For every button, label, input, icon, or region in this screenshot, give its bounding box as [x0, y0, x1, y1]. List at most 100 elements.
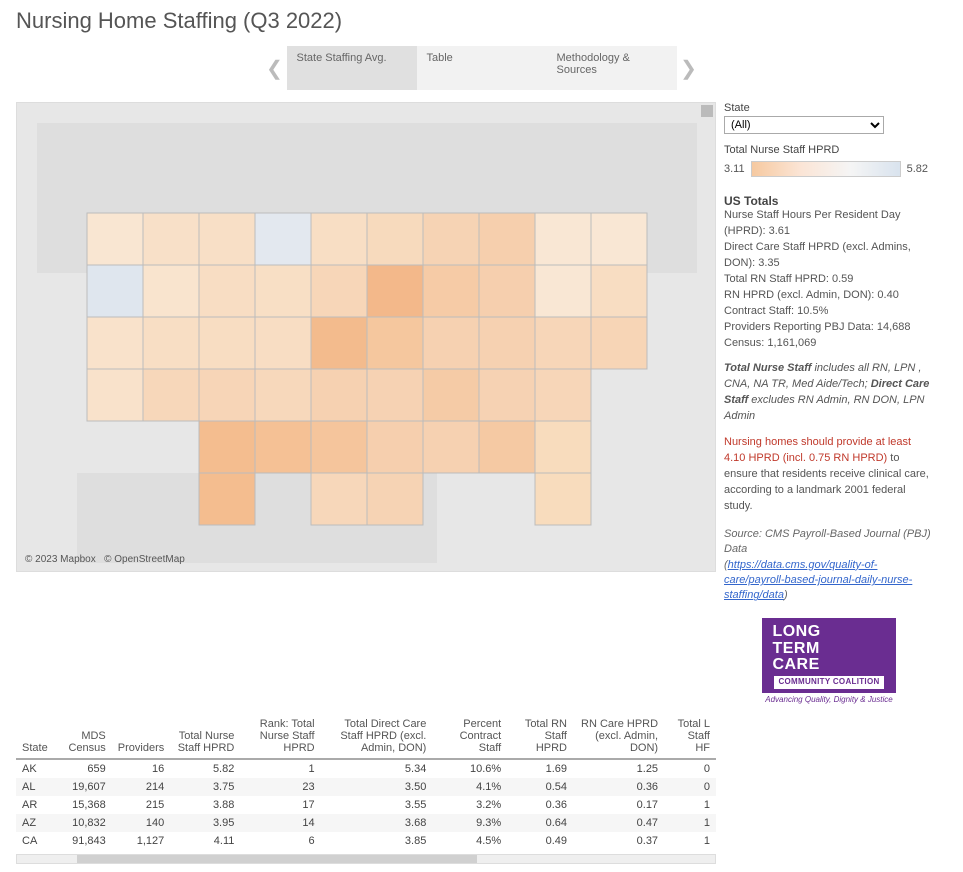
table-cell: 15,368 [54, 796, 112, 814]
logo-line1: LONG [772, 624, 885, 641]
table-row[interactable]: AL19,6072143.75233.504.1%0.540.360 [16, 778, 716, 796]
state-table-wrap: StateMDS CensusProvidersTotal Nurse Staf… [16, 714, 716, 864]
tab-state-staffing-avg[interactable]: State Staffing Avg. [287, 46, 417, 90]
page-title: Nursing Home Staffing (Q3 2022) [16, 8, 947, 34]
tabs: State Staffing Avg. Table Methodology & … [287, 46, 677, 90]
table-row[interactable]: AK659165.8215.3410.6%1.691.250 [16, 759, 716, 778]
us-totals-lines: Nurse Staff Hours Per Resident Day (HPRD… [724, 208, 934, 351]
table-body: AK659165.8215.3410.6%1.691.250AL19,60721… [16, 759, 716, 850]
table-h-scrollbar[interactable] [16, 854, 716, 864]
note-total-label: Total Nurse Staff [724, 362, 811, 374]
table-col-header[interactable]: Total L Staff HF [664, 714, 716, 759]
table-cell: 14 [240, 814, 320, 832]
tab-methodology[interactable]: Methodology & Sources [547, 46, 677, 90]
legend-gradient [751, 161, 901, 177]
tab-label: Methodology & Sources [557, 52, 667, 76]
table-cell: 0.47 [573, 814, 664, 832]
table-cell: 1.25 [573, 759, 664, 778]
table-cell: 23 [240, 778, 320, 796]
table-col-header[interactable]: Percent Contract Staff [432, 714, 507, 759]
table-cell: 3.88 [170, 796, 240, 814]
side-panel: State (All) Total Nurse Staff HPRD 3.11 … [724, 102, 934, 704]
table-cell: 659 [54, 759, 112, 778]
us-totals-line: Providers Reporting PBJ Data: 14,688 [724, 320, 934, 336]
tabs-container: ❮ State Staffing Avg. Table Methodology … [16, 46, 947, 90]
table-cell: AK [16, 759, 54, 778]
table-cell: 0 [664, 759, 716, 778]
source-link[interactable]: https://data.cms.gov/quality-of-care/pay… [724, 559, 912, 602]
table-cell: 17 [240, 796, 320, 814]
state-filter-label: State [724, 102, 934, 114]
source-prefix: Source: CMS Payroll-Based Journal (PBJ) … [724, 527, 934, 558]
us-map-svg [17, 103, 716, 572]
legend-title: Total Nurse Staff HPRD [724, 144, 934, 156]
table-cell: 16 [112, 759, 170, 778]
table-row[interactable]: AR15,3682153.88173.553.2%0.360.171 [16, 796, 716, 814]
tab-label: Table [427, 52, 453, 64]
table-col-header[interactable]: Providers [112, 714, 170, 759]
state-filter-select[interactable]: (All) [724, 116, 884, 134]
table-row[interactable]: AZ10,8321403.95143.689.3%0.640.471 [16, 814, 716, 832]
map-expand-icon[interactable] [701, 105, 713, 117]
table-cell: 3.95 [170, 814, 240, 832]
table-cell: 1 [240, 759, 320, 778]
scrollbar-thumb[interactable] [77, 855, 477, 863]
us-totals-line: Total RN Staff HPRD: 0.59 [724, 272, 934, 288]
definitions-note: Total Nurse Staff includes all RN, LPN ,… [724, 361, 934, 425]
table-col-header[interactable]: Total Nurse Staff HPRD [170, 714, 240, 759]
logo-line2: TERM [772, 641, 885, 658]
table-col-header[interactable]: MDS Census [54, 714, 112, 759]
legend: Total Nurse Staff HPRD 3.11 5.82 [724, 144, 934, 180]
ltcc-logo: LONG TERM CARE COMMUNITY COALITION Advan… [724, 618, 934, 704]
table-cell: AR [16, 796, 54, 814]
table-cell: 1 [664, 796, 716, 814]
table-cell: 0 [664, 778, 716, 796]
table-cell: 19,607 [54, 778, 112, 796]
legend-min: 3.11 [724, 163, 745, 175]
tab-next-arrow[interactable]: ❯ [677, 56, 701, 81]
table-cell: 215 [112, 796, 170, 814]
table-cell: 140 [112, 814, 170, 832]
table-cell: 9.3% [432, 814, 507, 832]
logo-sub: COMMUNITY COALITION [772, 674, 885, 690]
table-cell: 4.1% [432, 778, 507, 796]
us-totals-line: Nurse Staff Hours Per Resident Day (HPRD… [724, 208, 934, 240]
tab-prev-arrow[interactable]: ❮ [263, 56, 287, 81]
table-cell: 5.82 [170, 759, 240, 778]
table-cell: 1 [664, 814, 716, 832]
us-totals-line: RN HPRD (excl. Admin, DON): 0.40 [724, 288, 934, 304]
table-header: StateMDS CensusProvidersTotal Nurse Staf… [16, 714, 716, 759]
table-cell: 3.68 [321, 814, 433, 832]
table-col-header[interactable]: RN Care HPRD (excl. Admin, DON) [573, 714, 664, 759]
table-cell: AZ [16, 814, 54, 832]
attr-osm: © OpenStreetMap [104, 554, 185, 565]
table-cell: 0.54 [507, 778, 573, 796]
source-close: ) [784, 589, 788, 601]
logo-box: LONG TERM CARE COMMUNITY COALITION [762, 618, 895, 693]
table-cell: 3.2% [432, 796, 507, 814]
us-map-panel[interactable]: © 2023 Mapbox © OpenStreetMap [16, 102, 716, 572]
map-attribution: © 2023 Mapbox © OpenStreetMap [25, 554, 185, 565]
logo-line3: CARE [772, 657, 819, 674]
note-direct-rest: excludes RN Admin, RN DON, LPN Admin [724, 394, 925, 422]
us-totals-heading: US Totals [724, 194, 934, 208]
recommendation-red: Nursing homes should provide at least 4.… [724, 436, 911, 464]
table-cell: 0.64 [507, 814, 573, 832]
table-col-header[interactable]: Rank: Total Nurse Staff HPRD [240, 714, 320, 759]
logo-tagline: Advancing Quality, Dignity & Justice [724, 695, 934, 704]
table-cell: 214 [112, 778, 170, 796]
table-cell: 10,832 [54, 814, 112, 832]
state-table: StateMDS CensusProvidersTotal Nurse Staf… [16, 714, 716, 850]
table-cell: 1.69 [507, 759, 573, 778]
source-block: Source: CMS Payroll-Based Journal (PBJ) … [724, 527, 934, 604]
us-totals-line: Contract Staff: 10.5% [724, 304, 934, 320]
table-col-header[interactable]: State [16, 714, 54, 759]
table-cell: AL [16, 778, 54, 796]
attr-mapbox: © 2023 Mapbox [25, 554, 96, 565]
table-col-header[interactable]: Total RN Staff HPRD [507, 714, 573, 759]
us-totals-line: Direct Care Staff HPRD (excl. Admins, DO… [724, 240, 934, 272]
table-cell: 5.34 [321, 759, 433, 778]
table-col-header[interactable]: Total Direct Care Staff HPRD (excl. Admi… [321, 714, 433, 759]
tab-table[interactable]: Table [417, 46, 547, 90]
us-totals-line: Census: 1,161,069 [724, 336, 934, 352]
